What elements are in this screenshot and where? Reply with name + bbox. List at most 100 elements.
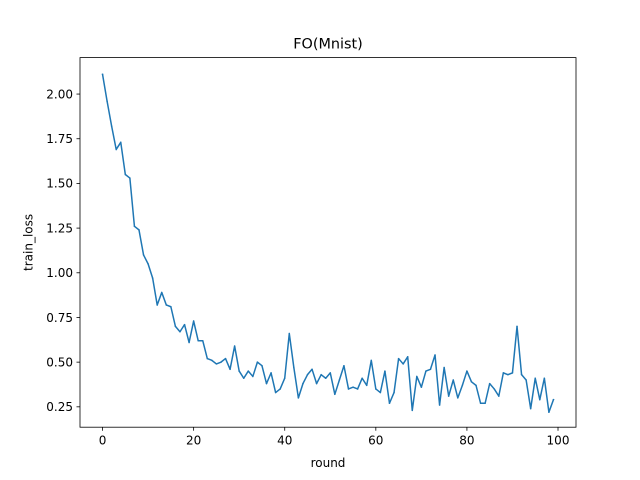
data-point [479, 402, 482, 404]
data-point [393, 391, 395, 394]
data-point [379, 391, 382, 394]
data-point [156, 304, 158, 306]
data-point [293, 366, 295, 369]
data-point [375, 388, 377, 390]
data-point [516, 325, 518, 328]
data-point [338, 379, 341, 381]
data-point [220, 361, 222, 363]
y-tick-label: 1.75 [46, 132, 73, 146]
y-axis-label: train_loss [22, 214, 36, 271]
data-point [224, 357, 227, 360]
data-point [429, 368, 432, 371]
series-line-0 [101, 73, 555, 413]
y-tick-label: 0.50 [46, 355, 73, 369]
y-tick-label: 1.00 [46, 266, 73, 280]
data-point [124, 173, 127, 176]
data-point [447, 395, 450, 397]
data-point [356, 388, 359, 390]
data-point [174, 325, 177, 328]
y-tick-label: 0.25 [46, 400, 73, 414]
chart-title: FO(Mnist) [293, 37, 363, 53]
data-point [138, 229, 140, 231]
data-point [493, 388, 495, 390]
data-point [133, 225, 136, 228]
axes-frame [79, 57, 577, 428]
data-point [247, 370, 250, 372]
data-point [147, 263, 149, 265]
x-tick-label: 80 [459, 434, 474, 448]
data-point [320, 373, 322, 376]
x-axis-label: round [311, 456, 346, 470]
data-point [233, 345, 236, 347]
y-axis-ticks: 0.25 0.50 0.75 1.00 1.25 1.50 1.75 2.00 [46, 87, 80, 414]
data-point [434, 354, 436, 356]
x-tick-label: 20 [186, 434, 201, 448]
data-point [206, 357, 209, 360]
data-point [161, 291, 163, 294]
data-point [324, 377, 327, 379]
plot-area [101, 73, 555, 413]
data-point [192, 320, 195, 322]
data-point [106, 100, 108, 102]
data-point [270, 372, 272, 374]
x-tick-label: 60 [368, 434, 383, 448]
data-point [229, 368, 231, 371]
data-point [520, 373, 523, 376]
data-point [361, 377, 363, 379]
data-point [238, 370, 240, 372]
data-point [470, 381, 473, 383]
data-point [215, 363, 218, 365]
data-point [165, 304, 168, 306]
data-point [529, 407, 532, 410]
data-point [498, 395, 500, 397]
data-point [151, 277, 154, 279]
data-point [288, 332, 291, 335]
data-point [101, 73, 104, 76]
data-point [329, 372, 332, 374]
data-point [352, 386, 354, 388]
x-tick-label: 40 [277, 434, 292, 448]
data-point [397, 357, 400, 360]
data-point [402, 363, 404, 365]
x-tick-label: 0 [99, 434, 107, 448]
data-point [475, 384, 477, 387]
data-point [543, 377, 546, 379]
y-tick-label: 2.00 [46, 87, 73, 101]
y-tick-label: 1.25 [46, 221, 73, 235]
data-point [242, 377, 245, 379]
data-point [365, 384, 368, 387]
data-point [370, 359, 373, 362]
data-point [548, 411, 550, 413]
data-point [534, 377, 536, 379]
data-point [110, 125, 113, 127]
data-point [170, 305, 172, 308]
data-point [457, 397, 459, 399]
data-point [502, 372, 505, 374]
data-point [461, 384, 464, 387]
data-point [306, 373, 309, 376]
data-point [484, 402, 486, 404]
data-point [388, 402, 391, 404]
data-point [120, 141, 122, 144]
data-point [283, 377, 286, 379]
data-point [256, 361, 259, 363]
data-point [425, 370, 427, 372]
data-point [452, 379, 454, 381]
data-point [466, 370, 468, 372]
data-point [115, 148, 117, 151]
data-point [539, 398, 541, 401]
data-point [443, 366, 445, 369]
data-point [347, 388, 350, 390]
data-point [406, 356, 409, 358]
data-point [252, 375, 254, 378]
data-point [315, 382, 318, 385]
series-points-0 [101, 73, 555, 413]
data-point [183, 323, 186, 326]
data-point [525, 379, 527, 381]
data-point [552, 398, 555, 401]
data-point [179, 331, 181, 333]
data-point [188, 341, 190, 344]
data-point [297, 397, 300, 399]
